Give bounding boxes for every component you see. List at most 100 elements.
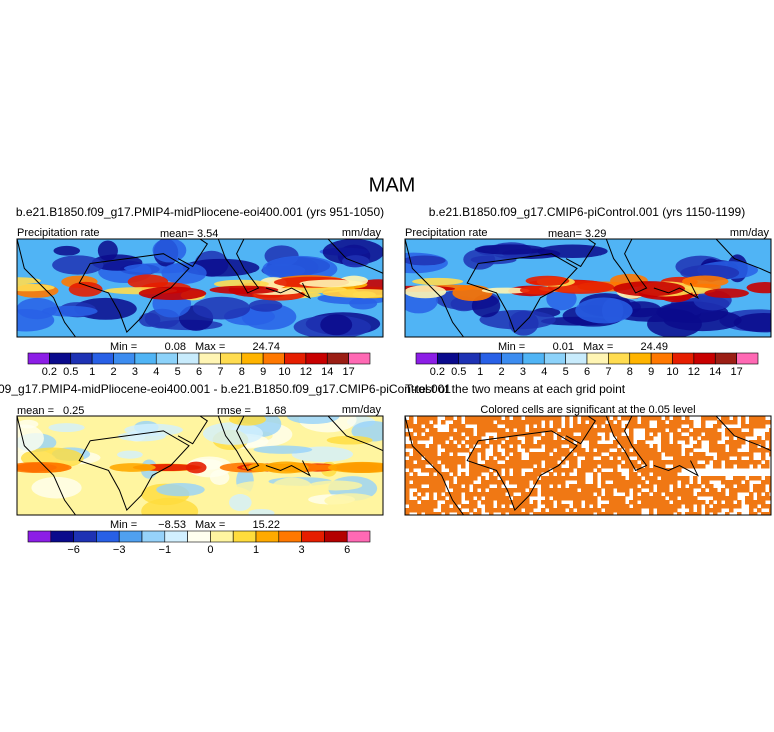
significant-cell — [485, 464, 490, 469]
significant-cell — [517, 512, 522, 515]
significant-cell — [557, 416, 562, 421]
significant-cell — [737, 452, 742, 457]
colorbar-label: 8 — [239, 366, 245, 378]
significant-cell — [617, 500, 622, 505]
significant-cell — [509, 488, 514, 493]
significant-cell — [661, 472, 666, 477]
map — [405, 239, 771, 337]
max-label: Max = — [583, 341, 613, 353]
significant-cell — [701, 420, 706, 425]
significant-cell — [769, 504, 771, 509]
significant-cell — [753, 504, 758, 509]
significant-cell — [565, 452, 570, 457]
significant-cell — [645, 472, 650, 477]
significant-cell — [569, 468, 574, 473]
significant-cell — [561, 428, 566, 433]
significant-cell — [761, 512, 766, 515]
significant-cell — [573, 460, 578, 465]
significant-cell — [477, 428, 482, 433]
significant-cell — [445, 464, 450, 469]
significant-cell — [513, 480, 518, 485]
significant-cell — [421, 452, 426, 457]
min-value: −8.53 — [158, 519, 186, 531]
significant-cell — [745, 460, 750, 465]
significant-cell — [733, 492, 738, 497]
significant-cell — [621, 504, 626, 509]
significant-cell — [457, 484, 462, 489]
significant-cell — [521, 488, 526, 493]
significant-cell — [533, 456, 538, 461]
significant-cell — [573, 444, 578, 449]
significant-cell — [673, 504, 678, 509]
significant-cell — [469, 496, 474, 501]
significant-cell — [641, 416, 646, 421]
significant-cell — [569, 508, 574, 513]
significant-cell — [637, 424, 642, 429]
significant-cell — [633, 460, 638, 465]
wet-band — [405, 285, 447, 299]
significant-cell — [697, 440, 702, 445]
significant-cell — [437, 440, 442, 445]
significant-cell — [561, 496, 566, 501]
colorbar-box — [27, 352, 50, 365]
significant-cell — [609, 424, 614, 429]
significant-cell — [545, 484, 550, 489]
significant-cell — [421, 448, 426, 453]
significant-cell — [573, 420, 578, 425]
significant-cell — [709, 428, 714, 433]
coastline — [265, 282, 311, 299]
significant-cell — [661, 444, 666, 449]
significant-cell — [749, 420, 754, 425]
significant-cell — [541, 456, 546, 461]
significant-cell — [581, 416, 586, 421]
significant-cell — [509, 492, 514, 497]
colorbar-label: 12 — [688, 366, 700, 378]
significant-cell — [661, 428, 666, 433]
significant-cell — [737, 432, 742, 437]
significant-cell — [529, 428, 534, 433]
diff-region — [324, 493, 378, 508]
significant-cell — [641, 500, 646, 505]
significant-cell — [541, 468, 546, 473]
significant-cell — [557, 480, 562, 485]
significant-cell — [661, 476, 666, 481]
significant-cell — [657, 504, 662, 509]
significant-cell — [681, 428, 686, 433]
significant-cell — [513, 496, 518, 501]
significant-cell — [585, 436, 590, 441]
significant-cell — [717, 452, 722, 457]
significant-cell — [589, 484, 594, 489]
significant-cell — [601, 456, 606, 461]
significant-cell — [513, 476, 518, 481]
significant-cell — [769, 476, 771, 481]
significant-cell — [673, 448, 678, 453]
significant-cell — [653, 428, 658, 433]
significant-cell — [665, 508, 670, 513]
significant-cell — [605, 472, 610, 477]
significant-cell — [441, 440, 446, 445]
colorbar-box — [693, 352, 716, 365]
significant-cell — [725, 432, 730, 437]
significant-cell — [757, 476, 762, 481]
significant-cell — [437, 468, 442, 473]
significant-cell — [565, 472, 570, 477]
significant-cell — [729, 428, 734, 433]
significant-cell — [429, 512, 434, 515]
significant-cell — [549, 456, 554, 461]
colorbar-label: 10 — [278, 366, 290, 378]
significant-cell — [573, 496, 578, 501]
diff-region — [271, 477, 313, 499]
significant-cell — [685, 492, 690, 497]
dry-region — [474, 244, 546, 255]
significant-cell — [733, 440, 738, 445]
significant-cell — [701, 464, 706, 469]
significant-cell — [613, 444, 618, 449]
significant-cell — [469, 472, 474, 477]
significant-cell — [561, 488, 566, 493]
significant-cell — [449, 500, 454, 505]
diff-band — [109, 463, 156, 472]
significant-cell — [669, 460, 674, 465]
significant-cell — [437, 492, 442, 497]
significant-cell — [673, 424, 678, 429]
significant-cell — [497, 452, 502, 457]
